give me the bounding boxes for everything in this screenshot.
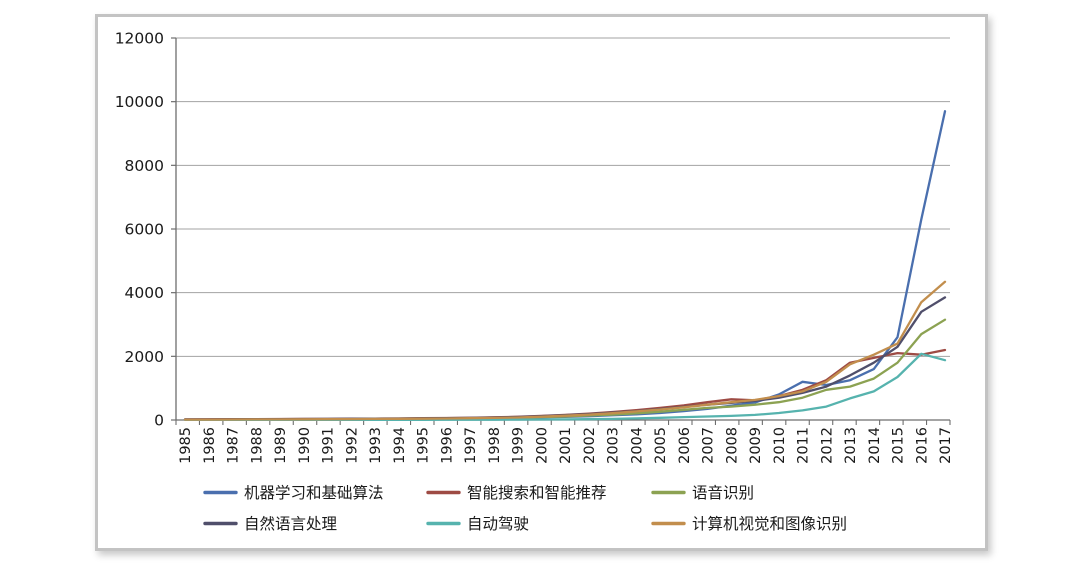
year-tick-label: 2016 — [914, 427, 930, 464]
year-tick-label: 1993 — [368, 427, 384, 464]
year-tick-label: 1985 — [178, 427, 194, 464]
y-axis-tick-label: 2000 — [125, 348, 164, 366]
legend-label-intelligent-search-and-recommendation: 智能搜索和智能推荐 — [467, 484, 607, 502]
year-tick-label: 2007 — [701, 427, 717, 464]
legend-label-computer-vision-and-image-recognition: 计算机视觉和图像识别 — [692, 514, 847, 533]
y-axis-tick-label: 0 — [154, 412, 164, 430]
y-axis-tick-label: 10000 — [115, 93, 164, 111]
year-tick-label: 2013 — [843, 427, 859, 464]
year-tick-label: 1988 — [249, 427, 265, 464]
year-tick-label: 1992 — [344, 427, 360, 464]
year-tick-label: 2005 — [653, 427, 669, 464]
year-tick-label: 2015 — [891, 427, 907, 464]
year-tick-label: 2011 — [796, 427, 812, 464]
year-tick-label: 1996 — [439, 427, 455, 464]
year-tick-label: 2002 — [582, 427, 598, 464]
year-tick-label: 2014 — [867, 427, 883, 464]
year-tick-label: 1999 — [511, 427, 527, 464]
year-tick-label: 1987 — [226, 427, 242, 464]
legend-label-natural-language-processing: 自然语言处理 — [244, 515, 337, 533]
year-tick-label: 1986 — [202, 427, 218, 464]
year-tick-label: 2012 — [819, 427, 835, 464]
year-tick-label: 1994 — [392, 427, 408, 464]
year-tick-label: 2017 — [938, 427, 954, 464]
year-tick-label: 2000 — [534, 427, 550, 464]
year-tick-label: 2009 — [748, 427, 764, 464]
legend-label-speech-recognition: 语音识别 — [692, 484, 754, 502]
year-tick-label: 2004 — [629, 427, 645, 464]
y-axis-tick-label: 6000 — [125, 221, 164, 239]
series-line-machine-learning-and-basic-algorithms — [183, 110, 947, 421]
series-line-computer-vision-and-image-recognition — [183, 280, 947, 421]
year-tick-label: 1989 — [273, 427, 289, 464]
year-tick-label: 2006 — [677, 427, 693, 464]
y-axis-tick-label: 12000 — [115, 30, 164, 48]
year-tick-label: 1998 — [487, 427, 503, 464]
year-tick-label: 2003 — [606, 427, 622, 464]
year-tick-label: 2008 — [724, 427, 740, 464]
year-tick-label: 2010 — [772, 427, 788, 464]
y-axis-tick-label: 4000 — [125, 284, 164, 302]
series-line-natural-language-processing — [183, 296, 947, 421]
year-tick-label: 1997 — [463, 427, 479, 464]
series-line-autonomous-driving — [183, 352, 947, 422]
legend-label-machine-learning-and-basic-algorithms: 机器学习和基础算法 — [244, 483, 384, 502]
year-tick-label: 2001 — [558, 427, 574, 464]
chart-frame: 0 2000 4000 6000 8000 10000 12000 1985 1986 1987 1… — [95, 14, 988, 551]
legend-label-autonomous-driving: 自动驾驶 — [467, 515, 529, 533]
line-chart: 0 2000 4000 6000 8000 10000 12000 1985 1986 1987 1… — [115, 30, 954, 534]
year-tick-label: 1995 — [416, 427, 432, 464]
year-tick-label: 1990 — [297, 427, 313, 464]
y-axis-tick-label: 8000 — [125, 157, 164, 175]
year-tick-label: 1991 — [321, 427, 337, 464]
